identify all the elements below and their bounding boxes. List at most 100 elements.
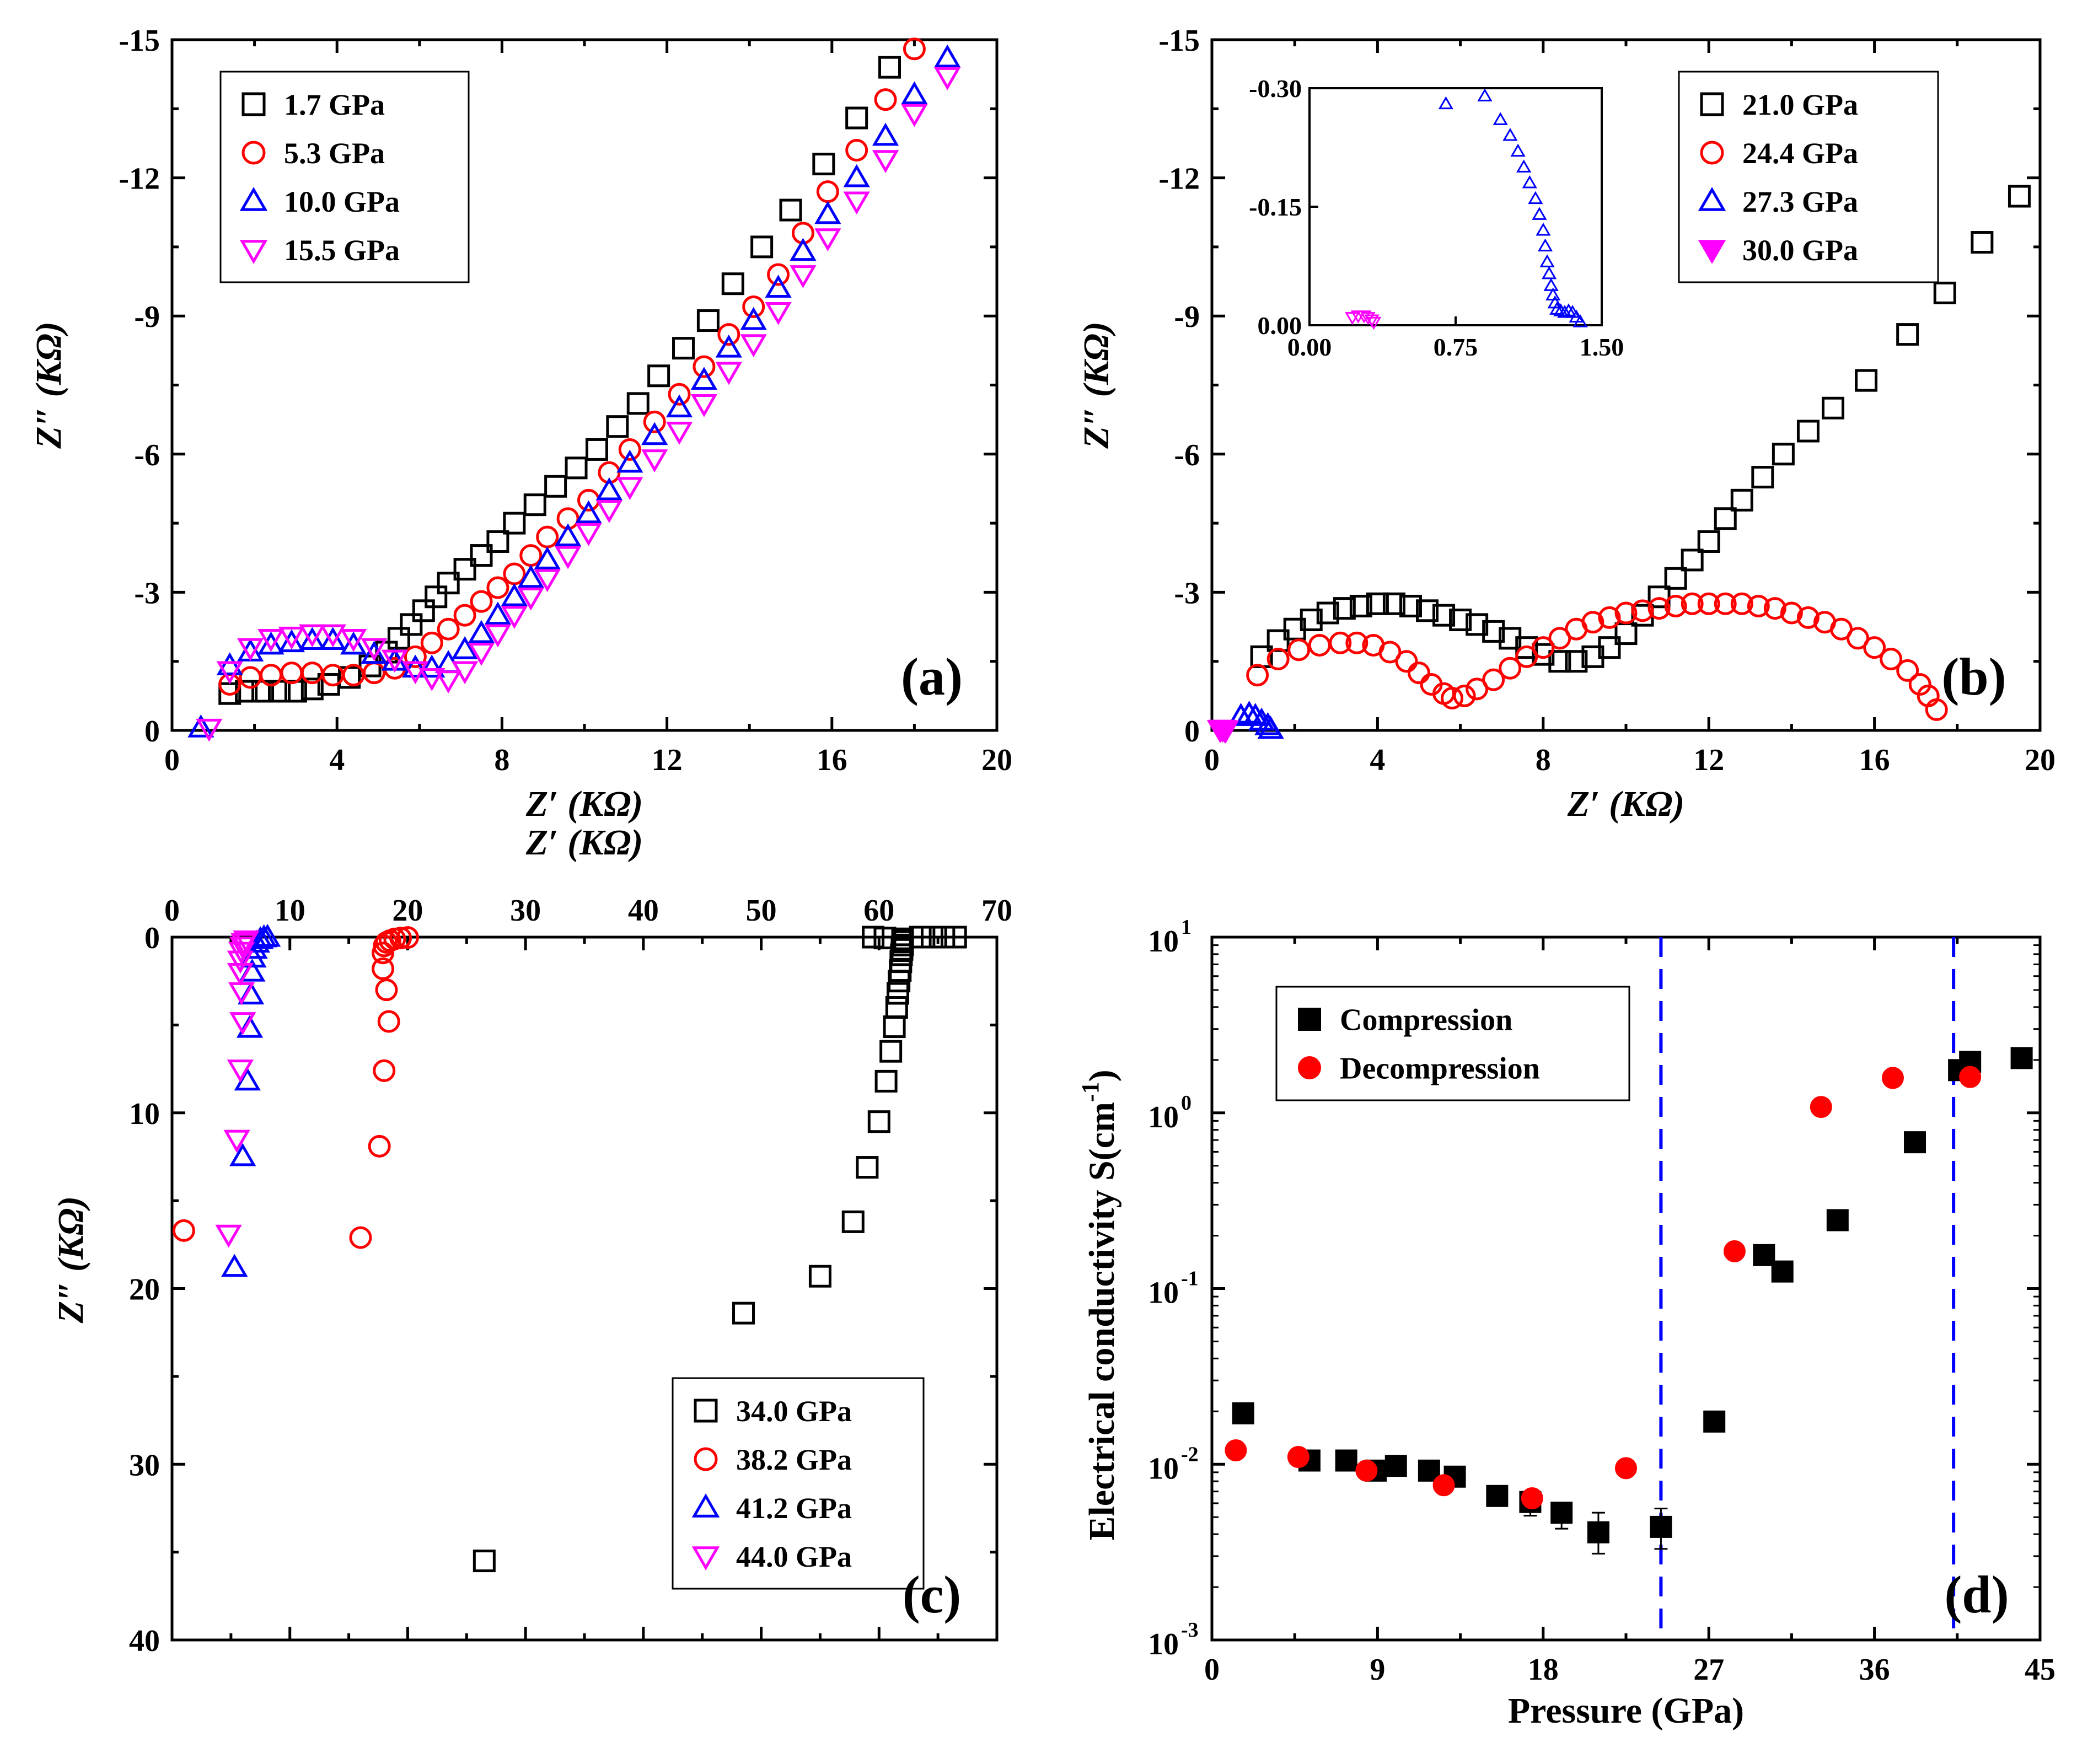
y-tick-label: 20: [129, 1273, 160, 1307]
data-point: [451, 661, 479, 685]
data-point: [372, 957, 395, 980]
panel-label: (a): [901, 647, 963, 706]
x-tick-label: 16: [1859, 743, 1890, 777]
legend-label: Compression: [1340, 1003, 1512, 1037]
data-point: [883, 1015, 906, 1039]
y-tick-base: 10: [1148, 1276, 1179, 1310]
data-point: [1408, 662, 1430, 685]
data-point: [1847, 627, 1870, 650]
data-point: [1598, 606, 1621, 629]
inset-y-tick-label: -0.30: [1249, 74, 1302, 103]
data-point: [693, 355, 716, 378]
data-point: [1257, 716, 1284, 739]
data-point: [361, 638, 388, 662]
data-point: [1453, 684, 1476, 707]
data-point: [1557, 305, 1572, 318]
data-point: [1521, 1487, 1543, 1510]
data-point: [373, 1059, 396, 1082]
data-point: [872, 150, 899, 173]
y-tick-exponent: -3: [1181, 1618, 1199, 1642]
x-tick-label: 0: [1204, 743, 1220, 777]
data-point: [237, 638, 264, 662]
data-point: [1681, 548, 1704, 572]
data-point: [437, 572, 460, 595]
y-tick-label: 10 -1: [1148, 1267, 1199, 1310]
data-point: [239, 666, 262, 689]
y-tick-label: -15: [1158, 24, 1200, 58]
data-point: [618, 438, 641, 461]
data-point: [484, 624, 512, 648]
data-point: [2010, 1047, 2033, 1069]
inset-y-tick-label: 0.00: [1258, 311, 1302, 340]
data-point: [221, 1254, 248, 1277]
data-point: [1880, 648, 1903, 671]
data-point: [690, 367, 718, 390]
data-point: [387, 627, 410, 650]
data-point: [666, 422, 693, 445]
series-5.3-gpa: [218, 37, 926, 696]
data-point: [1432, 604, 1456, 627]
data-point: [901, 81, 928, 105]
data-point: [765, 302, 792, 325]
panel-b: 0 4 8 12 16 20 0 -3 -6 -9 -12 -15 21.0 GPa 24.4 GPa 27…: [1076, 24, 2055, 824]
data-point: [523, 493, 546, 517]
data-point: [215, 1224, 242, 1248]
data-point: [1242, 703, 1269, 726]
x-tick-label: 40: [628, 894, 659, 928]
data-point: [1248, 707, 1275, 731]
y-tick-label: 0: [144, 714, 160, 749]
y-tick-label: -6: [134, 438, 160, 472]
data-point: [402, 654, 429, 678]
data-point: [534, 569, 561, 593]
data-point: [1395, 650, 1418, 673]
data-point: [278, 629, 305, 653]
data-point: [1541, 266, 1557, 279]
data-point: [1631, 599, 1654, 622]
series-27.3-gpa: [1227, 700, 1284, 739]
data-point: [257, 631, 285, 655]
data-point: [1382, 592, 1405, 615]
data-point: [1615, 1457, 1637, 1480]
x-tick-label: 16: [817, 743, 847, 777]
data-point: [420, 631, 443, 654]
x-tick-label: 36: [1859, 1653, 1890, 1687]
inset-x-tick-label: 1.50: [1580, 333, 1624, 361]
legend-label: 30.0 GPa: [1742, 234, 1858, 267]
data-point: [1537, 238, 1553, 252]
data-point: [690, 394, 718, 417]
data-point: [1697, 530, 1720, 553]
data-point: [1647, 597, 1671, 620]
data-point: [1550, 1502, 1573, 1524]
data-point: [873, 927, 897, 950]
y-tick-label: -12: [1158, 162, 1200, 196]
y-tick-label: -9: [1174, 300, 1200, 334]
x-tick-label: 20: [981, 743, 1012, 777]
data-point: [1730, 488, 1753, 512]
inset-x-tick-label: 0.00: [1287, 333, 1332, 361]
data-point: [1565, 650, 1588, 673]
data-point: [740, 334, 767, 358]
series-21.0-gpa: [1250, 185, 2031, 673]
data-point: [1515, 645, 1538, 668]
data-point: [1438, 96, 1453, 110]
legend-marker: [1298, 1008, 1321, 1031]
x-tick-label: 0: [164, 894, 180, 928]
data-point: [878, 56, 901, 79]
data-point: [300, 677, 324, 701]
data-point: [1316, 601, 1339, 625]
data-point: [643, 410, 666, 433]
data-point: [790, 238, 817, 261]
data-point: [641, 422, 668, 445]
data-point: [891, 927, 914, 950]
data-point: [1482, 668, 1505, 691]
legend-marker: [239, 187, 268, 211]
data-point: [216, 652, 243, 675]
data-point: [1614, 601, 1638, 625]
data-point: [437, 617, 460, 641]
data-point: [1830, 617, 1853, 641]
data-point: [585, 438, 608, 461]
data-point: [845, 138, 868, 162]
data-point: [1896, 323, 1919, 346]
data-point: [554, 546, 582, 569]
x-tick-label: 70: [981, 894, 1012, 928]
